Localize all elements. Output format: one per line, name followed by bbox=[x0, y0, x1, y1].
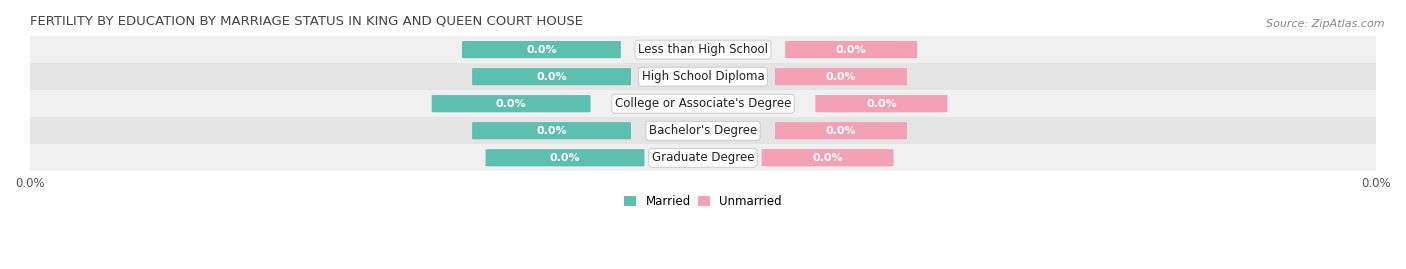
Bar bbox=[30, 144, 1376, 171]
Text: 0.0%: 0.0% bbox=[813, 153, 842, 163]
Text: 0.0%: 0.0% bbox=[825, 72, 856, 82]
Text: Graduate Degree: Graduate Degree bbox=[652, 151, 754, 164]
Text: College or Associate's Degree: College or Associate's Degree bbox=[614, 97, 792, 110]
Text: 0.0%: 0.0% bbox=[536, 72, 567, 82]
Text: Less than High School: Less than High School bbox=[638, 43, 768, 56]
FancyBboxPatch shape bbox=[775, 122, 907, 139]
Bar bbox=[30, 63, 1376, 90]
Bar bbox=[30, 90, 1376, 117]
Bar bbox=[30, 117, 1376, 144]
FancyBboxPatch shape bbox=[775, 68, 907, 85]
Text: Bachelor's Degree: Bachelor's Degree bbox=[650, 124, 756, 137]
Text: 0.0%: 0.0% bbox=[536, 126, 567, 136]
Bar bbox=[30, 36, 1376, 63]
FancyBboxPatch shape bbox=[472, 122, 631, 139]
Text: 0.0%: 0.0% bbox=[550, 153, 581, 163]
Text: 0.0%: 0.0% bbox=[866, 99, 897, 109]
Text: 0.0%: 0.0% bbox=[825, 126, 856, 136]
FancyBboxPatch shape bbox=[463, 41, 621, 58]
Text: High School Diploma: High School Diploma bbox=[641, 70, 765, 83]
FancyBboxPatch shape bbox=[815, 95, 948, 112]
Legend: Married, Unmarried: Married, Unmarried bbox=[620, 190, 786, 213]
FancyBboxPatch shape bbox=[785, 41, 917, 58]
FancyBboxPatch shape bbox=[485, 149, 644, 166]
FancyBboxPatch shape bbox=[472, 68, 631, 85]
Text: Source: ZipAtlas.com: Source: ZipAtlas.com bbox=[1267, 19, 1385, 29]
FancyBboxPatch shape bbox=[432, 95, 591, 112]
Text: FERTILITY BY EDUCATION BY MARRIAGE STATUS IN KING AND QUEEN COURT HOUSE: FERTILITY BY EDUCATION BY MARRIAGE STATU… bbox=[30, 15, 583, 28]
Text: 0.0%: 0.0% bbox=[835, 45, 866, 55]
Text: 0.0%: 0.0% bbox=[496, 99, 526, 109]
Text: 0.0%: 0.0% bbox=[526, 45, 557, 55]
FancyBboxPatch shape bbox=[762, 149, 893, 166]
